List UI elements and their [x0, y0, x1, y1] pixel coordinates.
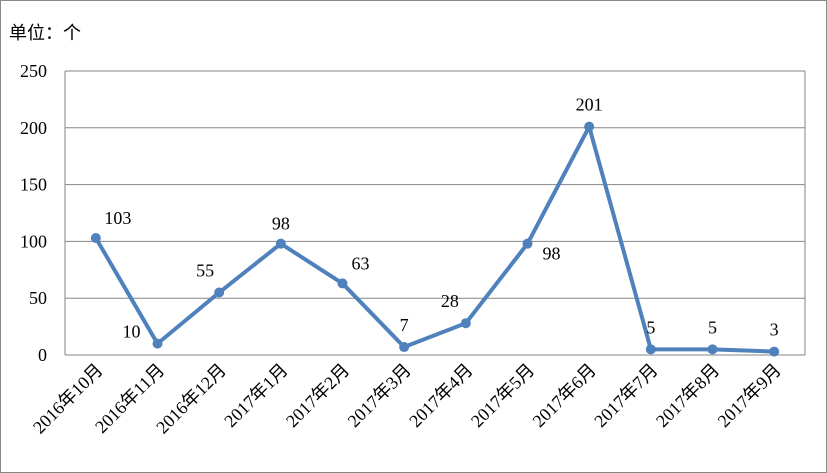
data-point [90, 232, 101, 243]
x-tick-label: 2017年5月 [467, 360, 538, 431]
data-point [214, 287, 225, 298]
x-tick-label: 2017年3月 [344, 360, 415, 431]
y-tick-label: 100 [20, 231, 47, 251]
y-tick-label: 250 [20, 61, 47, 81]
data-point [645, 344, 656, 355]
x-tick-label: 2017年6月 [529, 360, 600, 431]
data-label: 201 [576, 95, 603, 115]
data-label: 7 [400, 315, 409, 335]
data-label: 98 [272, 214, 290, 234]
data-label: 5 [646, 317, 655, 337]
x-tick-label: 2017年9月 [714, 360, 785, 431]
data-point [337, 278, 348, 289]
data-point [152, 338, 163, 349]
x-tick-label: 2017年7月 [590, 360, 661, 431]
data-point [522, 238, 533, 249]
data-label: 28 [441, 291, 459, 311]
x-tick-label: 2017年8月 [652, 360, 723, 431]
series-line [94, 124, 775, 354]
data-point [707, 344, 718, 355]
data-label: 103 [104, 208, 131, 228]
y-tick-label: 0 [38, 345, 47, 365]
data-point [460, 318, 471, 329]
x-tick-label: 2017年1月 [220, 360, 291, 431]
data-label: 63 [352, 253, 370, 273]
data-label: 3 [770, 320, 779, 340]
y-tick-label: 200 [20, 118, 47, 138]
data-point [769, 346, 780, 357]
data-label: 10 [123, 322, 141, 342]
data-label: 5 [708, 317, 717, 337]
unit-label: 单位：个 [9, 23, 81, 43]
data-label: 98 [543, 244, 561, 264]
data-point [275, 238, 286, 249]
y-tick-label: 50 [29, 288, 47, 308]
data-point [399, 342, 410, 353]
data-point [584, 121, 595, 132]
y-tick-label: 150 [20, 175, 47, 195]
x-tick-label: 2017年4月 [405, 360, 476, 431]
data-label: 55 [196, 261, 214, 281]
x-tick-label: 2017年2月 [282, 360, 353, 431]
